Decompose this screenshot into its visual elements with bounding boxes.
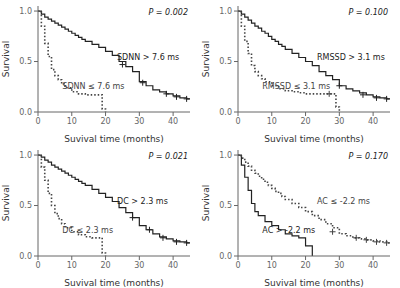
- svg-text:1.0: 1.0: [219, 7, 232, 16]
- svg-text:20: 20: [100, 117, 110, 126]
- svg-text:10: 10: [67, 117, 77, 126]
- svg-text:0: 0: [35, 261, 40, 270]
- svg-text:0.5: 0.5: [19, 201, 32, 210]
- svg-text:Survival: Survival: [8, 41, 11, 77]
- svg-text:RMSSD > 3.1 ms: RMSSD > 3.1 ms: [317, 53, 385, 62]
- svg-text:SDNN > 7.6 ms: SDNN > 7.6 ms: [117, 53, 179, 62]
- svg-text:AC ≤ -2.2 ms: AC ≤ -2.2 ms: [317, 197, 370, 206]
- svg-text:0.0: 0.0: [19, 252, 32, 261]
- svg-text:20: 20: [300, 261, 310, 270]
- svg-text:0.5: 0.5: [219, 57, 232, 66]
- svg-text:10: 10: [267, 117, 277, 126]
- svg-text:30: 30: [334, 261, 344, 270]
- svg-text:40: 40: [168, 261, 178, 270]
- svg-text:DC > 2.3 ms: DC > 2.3 ms: [117, 197, 168, 206]
- svg-text:20: 20: [100, 261, 110, 270]
- svg-text:SDNN ≤ 7.6 ms: SDNN ≤ 7.6 ms: [62, 82, 124, 91]
- svg-text:Suvival time (months): Suvival time (months): [264, 278, 364, 288]
- svg-text:DC ≤ 2.3 ms: DC ≤ 2.3 ms: [62, 226, 113, 235]
- svg-text:40: 40: [368, 117, 378, 126]
- svg-text:Suvival time (months): Suvival time (months): [264, 134, 364, 144]
- svg-text:30: 30: [134, 261, 144, 270]
- svg-text:30: 30: [134, 117, 144, 126]
- svg-text:0.0: 0.0: [219, 252, 232, 261]
- svg-text:10: 10: [67, 261, 77, 270]
- svg-text:0.5: 0.5: [19, 57, 32, 66]
- svg-text:20: 20: [300, 117, 310, 126]
- svg-text:Suvival time (months): Suvival time (months): [64, 134, 164, 144]
- svg-text:RMSSD ≤ 3.1 ms: RMSSD ≤ 3.1 ms: [262, 82, 330, 91]
- svg-text:40: 40: [368, 261, 378, 270]
- svg-text:P = 0.002: P = 0.002: [148, 8, 188, 17]
- svg-text:40: 40: [168, 117, 178, 126]
- svg-text:AC > -2.2 ms: AC > -2.2 ms: [262, 226, 315, 235]
- svg-text:0: 0: [235, 117, 240, 126]
- svg-text:P = 0.170: P = 0.170: [348, 152, 388, 161]
- svg-text:Survival: Survival: [201, 185, 211, 221]
- svg-text:Survival: Survival: [8, 185, 11, 221]
- svg-text:Suvival time (months): Suvival time (months): [64, 278, 164, 288]
- svg-text:P = 0.100: P = 0.100: [348, 8, 388, 17]
- svg-text:1.0: 1.0: [219, 151, 232, 160]
- svg-text:P = 0.021: P = 0.021: [148, 152, 188, 161]
- svg-text:Survival: Survival: [201, 41, 211, 77]
- svg-text:1.0: 1.0: [19, 151, 32, 160]
- svg-text:0.0: 0.0: [219, 108, 232, 117]
- svg-text:0: 0: [235, 261, 240, 270]
- svg-text:0.5: 0.5: [219, 201, 232, 210]
- svg-text:10: 10: [267, 261, 277, 270]
- svg-text:0: 0: [35, 117, 40, 126]
- svg-text:0.0: 0.0: [19, 108, 32, 117]
- svg-text:1.0: 1.0: [19, 7, 32, 16]
- svg-text:30: 30: [334, 117, 344, 126]
